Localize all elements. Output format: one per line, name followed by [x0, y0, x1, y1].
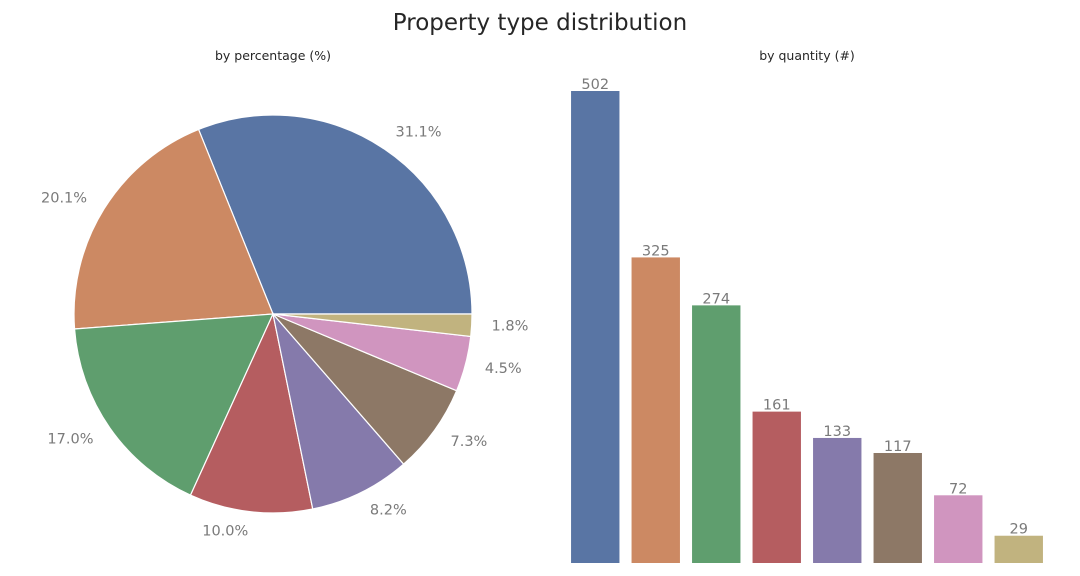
- bar-7: [934, 495, 983, 563]
- pie-chart: 31.1% 20.1% 17.0% 10.0% 8.2% 7.3% 4.5% 1.8%: [41, 114, 529, 540]
- bar-value-label-8: 29: [1010, 522, 1028, 538]
- bar-value-label-5: 133: [823, 424, 851, 440]
- pie-slice-5: [271, 311, 405, 510]
- pie-label-8: 1.8%: [492, 318, 529, 334]
- bar-subtitle: by quantity (#): [759, 48, 855, 63]
- bar-4: [752, 411, 801, 563]
- bar-8: [994, 535, 1043, 563]
- pie-slice-3: [73, 313, 274, 496]
- bar-5: [813, 437, 862, 563]
- bar-chart: 502 325 274 161 133 117 72 29: [571, 77, 1043, 563]
- bar-value-label-6: 117: [884, 439, 912, 455]
- pie-slice-4: [189, 312, 314, 514]
- bar-1: [571, 91, 620, 563]
- bar-value-label-2: 325: [642, 243, 670, 259]
- pie-label-2: 20.1%: [41, 190, 87, 206]
- bar-2: [631, 257, 680, 563]
- pie-subtitle: by percentage (%): [215, 48, 331, 63]
- chart-title: Property type distribution: [393, 10, 687, 36]
- bar-value-label-4: 161: [763, 398, 791, 414]
- pie-label-6: 7.3%: [451, 434, 488, 450]
- bar-value-label-7: 72: [949, 481, 967, 497]
- pie-slice-8: [272, 313, 473, 338]
- bar-3: [692, 305, 741, 563]
- bar-value-label-3: 274: [702, 291, 730, 307]
- bar-6: [873, 452, 922, 563]
- pie-slice-2: [73, 128, 274, 330]
- pie-slice-1: [197, 114, 473, 315]
- pie-label-3: 17.0%: [47, 431, 93, 447]
- pie-label-7: 4.5%: [485, 361, 522, 377]
- bar-value-label-1: 502: [581, 77, 609, 93]
- pie-label-5: 8.2%: [370, 502, 407, 518]
- pie-label-4: 10.0%: [202, 524, 248, 540]
- pie-label-1: 31.1%: [395, 125, 441, 141]
